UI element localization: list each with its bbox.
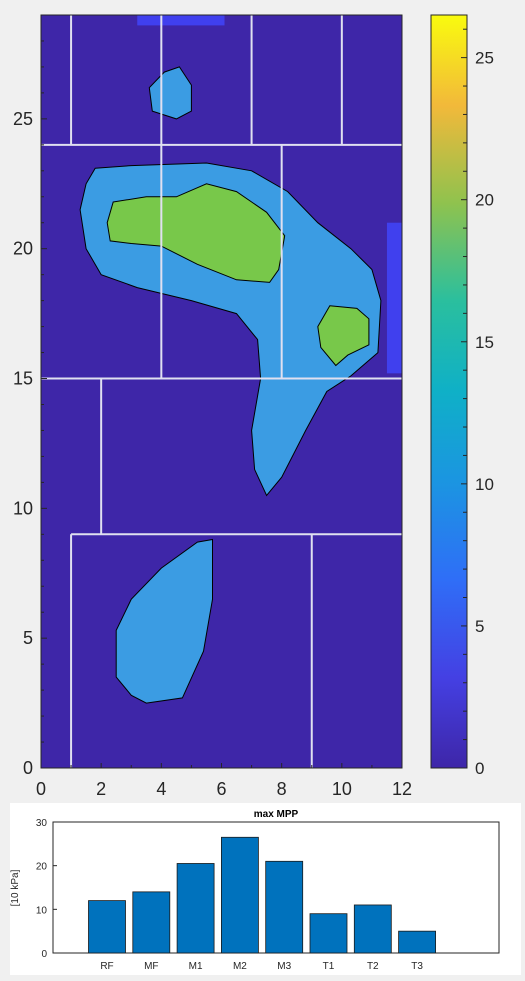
bar-series	[88, 836, 437, 954]
bar-M1	[176, 863, 215, 954]
bar-xtick-label: M1	[189, 961, 203, 972]
bar-ytick-label: 10	[36, 905, 48, 916]
contour-y-axis: 0 5 10 15 20 25	[13, 14, 47, 778]
contour-xtick-label: 2	[96, 779, 106, 799]
contour-ytick-label: 10	[13, 498, 33, 518]
colorbar-tick-label: 25	[475, 49, 494, 68]
bar-xtick-label: T1	[323, 961, 335, 972]
contour-xtick-label: 6	[216, 779, 226, 799]
bar-RF	[88, 900, 126, 954]
contour-ytick-label: 20	[13, 239, 33, 259]
bar-chart-title: max MPP	[254, 809, 299, 820]
contour-ytick-label: 5	[23, 628, 33, 648]
contour-x-axis: 0 2 4 6 8 10 12	[36, 763, 412, 799]
contour-ytick-label: 25	[13, 109, 33, 129]
contour-background	[41, 15, 402, 768]
contour-xtick-label: 10	[332, 779, 352, 799]
contour-xtick-label: 0	[36, 779, 46, 799]
contour-xtick-label: 8	[277, 779, 287, 799]
bar-MF	[132, 891, 171, 954]
contour-regions	[79, 66, 382, 704]
bar-chart: max MPP [10 kPa] 0 10 20 30 RF MF M1 M2 M3 T1 T2 T…	[10, 803, 521, 975]
contour-region-heel	[115, 538, 213, 704]
colorbar-tick-label: 15	[475, 333, 494, 352]
colorbar-tick-label: 5	[475, 617, 484, 636]
bar-M2	[220, 836, 259, 954]
contour-xtick-label: 12	[392, 779, 412, 799]
bar-xtick-label: MF	[144, 961, 158, 972]
bar-xtick-label: RF	[100, 961, 113, 972]
bar-ytick-label: 0	[41, 949, 47, 960]
bar-chart-ylabel: [10 kPa]	[10, 869, 21, 906]
bar-T1	[309, 913, 348, 954]
contour-xtick-label: 4	[156, 779, 166, 799]
contour-region-forefoot-peak	[106, 183, 286, 283]
contour-ytick-label: 0	[23, 758, 33, 778]
sensor-strips	[137, 15, 402, 374]
bar-T3	[398, 930, 437, 954]
sensor-grid-lines	[41, 15, 402, 768]
bar-xtick-label: M2	[233, 961, 247, 972]
colorbar-tick-label: 20	[475, 191, 494, 210]
contour-plot: 0 2 4 6 8 10 12 0 5 10 15 20 25	[13, 14, 412, 799]
colorbar-gradient	[430, 14, 468, 769]
contour-region-midfoot-forefoot	[79, 162, 382, 497]
bar-y-axis: 0 10 20 30	[36, 818, 57, 960]
bar-xtick-label: M3	[277, 961, 291, 972]
sensor-strip-0	[137, 15, 225, 26]
bar-x-axis: RF MF M1 M2 M3 T1 T2 T3	[100, 961, 423, 972]
sensor-strip-1	[386, 222, 402, 374]
bar-ytick-label: 20	[36, 862, 48, 873]
colorbar-tick-label: 0	[475, 759, 484, 778]
bar-xtick-label: T2	[367, 961, 379, 972]
bar-M3	[265, 860, 304, 954]
bar-ytick-label: 30	[36, 818, 48, 829]
colorbar-tick-label: 10	[475, 475, 494, 494]
contour-region-toe	[148, 66, 192, 120]
bar-T2	[353, 904, 392, 954]
contour-region-lateral-peak	[317, 305, 370, 367]
colorbar-ticks: 0 5 10 15 20 25	[461, 28, 494, 778]
bar-xtick-label: T3	[411, 961, 423, 972]
colorbar: 0 5 10 15 20 25	[430, 14, 494, 778]
contour-ytick-label: 15	[13, 369, 33, 389]
